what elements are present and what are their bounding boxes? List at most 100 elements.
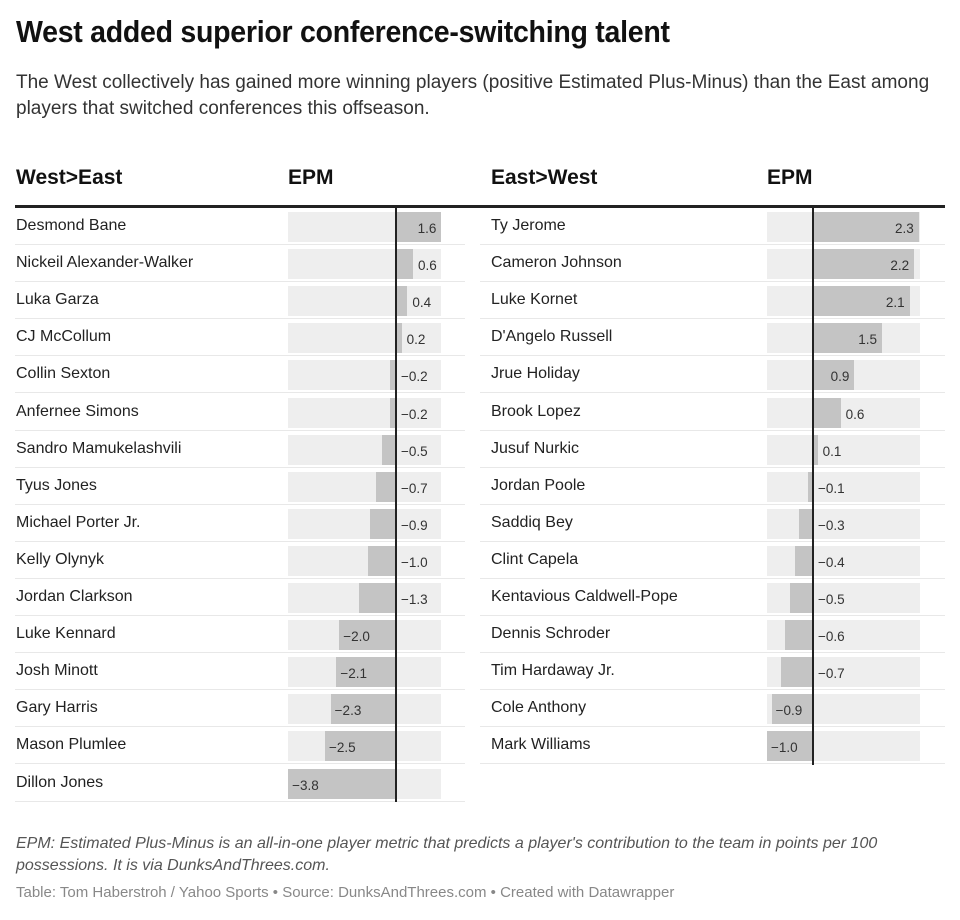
epm-bar-track: −0.7 — [288, 471, 441, 502]
epm-bar — [771, 694, 813, 725]
epm-value: 0.6 — [845, 406, 865, 422]
epm-value: −0.2 — [401, 369, 428, 385]
epm-value: −2.3 — [334, 703, 362, 719]
epm-bar-track: −0.6 — [767, 620, 920, 651]
epm-value: −0.6 — [818, 629, 845, 645]
table-row: Brook Lopez 0.6 — [480, 394, 945, 431]
player-name: Nickeil Alexander-Walker — [16, 254, 194, 272]
player-name: Luke Kornet — [491, 291, 578, 309]
epm-bar-track: 2.3 — [767, 212, 920, 242]
epm-value: −0.9 — [401, 517, 428, 533]
epm-bar-track: −0.5 — [767, 583, 920, 613]
epm-bar — [813, 323, 882, 354]
epm-bar-track: 2.2 — [767, 249, 920, 280]
right-col-player-header: East>West — [491, 166, 598, 189]
table-row: Cole Anthony −0.9 — [480, 690, 945, 728]
player-name: Clint Capela — [491, 550, 579, 568]
epm-value: −0.3 — [818, 517, 845, 533]
epm-bar — [813, 397, 841, 428]
epm-bar-track: 0.1 — [767, 434, 920, 465]
table-row: Jrue Holiday 0.9 — [480, 356, 945, 394]
player-name: Desmond Bane — [16, 217, 127, 234]
epm-bar — [396, 249, 414, 280]
table-row: Mason Plumlee −2.5 — [15, 727, 465, 765]
epm-bar-track: −0.1 — [767, 471, 920, 502]
player-name: Anfernee Simons — [16, 402, 139, 420]
table-row: Clint Capela −0.4 — [480, 542, 945, 579]
source-credit: Table: Tom Haberstroh / Yahoo Sports • S… — [16, 884, 675, 901]
epm-bar — [794, 545, 813, 576]
epm-value: −0.7 — [401, 480, 428, 496]
epm-bar — [288, 768, 396, 799]
epm-value: −0.7 — [818, 666, 845, 682]
epm-value: −0.9 — [775, 703, 803, 719]
table-row: Tim Hardaway Jr. −0.7 — [480, 653, 945, 691]
table-row: D'Angelo Russell 1.5 — [480, 319, 945, 357]
player-name: Dennis Schroder — [491, 625, 611, 643]
epm-bar-track: −0.4 — [767, 545, 920, 576]
epm-bar-track: −0.7 — [767, 657, 920, 688]
epm-bar-track: −2.3 — [288, 694, 441, 725]
epm-bar-track: 0.2 — [288, 323, 441, 354]
table-row: Anfernee Simons −0.2 — [15, 394, 465, 431]
epm-bar — [330, 694, 396, 725]
header-divider — [15, 205, 945, 208]
table-row: Kelly Olynyk −1.0 — [15, 542, 465, 579]
epm-bar — [808, 471, 813, 502]
epm-bar — [390, 397, 396, 428]
table-row: Jordan Clarkson −1.3 — [15, 579, 465, 616]
epm-value: −1.0 — [401, 554, 428, 570]
epm-value: 2.1 — [885, 295, 905, 311]
epm-bar-track: −2.1 — [288, 657, 441, 688]
epm-bar-track: −1.0 — [288, 545, 441, 576]
epm-value: −2.1 — [340, 666, 368, 682]
epm-bar-track: 0.4 — [288, 286, 441, 317]
player-name: Michael Porter Jr. — [16, 513, 141, 531]
player-name: Jordan Clarkson — [16, 588, 133, 605]
epm-bar — [359, 583, 396, 613]
epm-bar-track: −0.9 — [288, 508, 441, 539]
epm-value: 1.5 — [858, 332, 877, 348]
epm-bar-track: 1.5 — [767, 323, 920, 354]
epm-value: −0.4 — [818, 554, 845, 570]
table-row: Ty Jerome 2.3 — [480, 208, 945, 245]
player-name: Jusuf Nurkic — [491, 439, 580, 457]
epm-value: 0.6 — [418, 258, 437, 274]
epm-bar — [396, 323, 402, 354]
epm-bar — [813, 249, 915, 280]
epm-value: 0.4 — [412, 295, 432, 311]
player-name: Sandro Mamukelashvili — [16, 439, 182, 457]
epm-bar — [790, 583, 813, 613]
epm-bar — [325, 731, 396, 762]
epm-bar-track: 1.6 — [288, 212, 442, 242]
table-row: Jordan Poole −0.1 — [480, 468, 945, 505]
epm-value: −0.1 — [818, 480, 845, 496]
player-name: Saddiq Bey — [491, 513, 573, 531]
epm-bar — [396, 286, 408, 317]
epm-bar-track: −1.3 — [288, 583, 441, 613]
zero-axis-line — [812, 208, 814, 765]
player-name: Collin Sexton — [16, 365, 111, 383]
player-name: Tim Hardaway Jr. — [491, 662, 615, 680]
player-name: CJ McCollum — [16, 328, 112, 346]
epm-value: −1.3 — [401, 592, 428, 607]
table-row: Tyus Jones −0.7 — [15, 468, 465, 505]
epm-bar-track: −2.5 — [288, 731, 441, 762]
epm-bar — [396, 212, 442, 242]
epm-value: 1.6 — [417, 221, 437, 236]
player-name: Mark Williams — [491, 736, 591, 754]
table-row: Collin Sexton −0.2 — [15, 356, 465, 394]
epm-bar-track: −0.2 — [288, 397, 441, 428]
player-name: Luka Garza — [16, 291, 99, 309]
epm-bar — [813, 360, 855, 391]
epm-bar-track: −0.2 — [288, 360, 441, 391]
zero-axis-line — [395, 208, 397, 802]
epm-bar — [376, 471, 396, 502]
epm-value: 2.2 — [890, 258, 910, 274]
epm-value: −0.5 — [401, 443, 428, 459]
table-row: Luka Garza 0.4 — [15, 282, 465, 320]
epm-value: −2.5 — [329, 740, 356, 756]
player-name: Tyus Jones — [16, 476, 97, 494]
player-name: D'Angelo Russell — [491, 328, 613, 346]
epm-bar — [813, 434, 818, 465]
